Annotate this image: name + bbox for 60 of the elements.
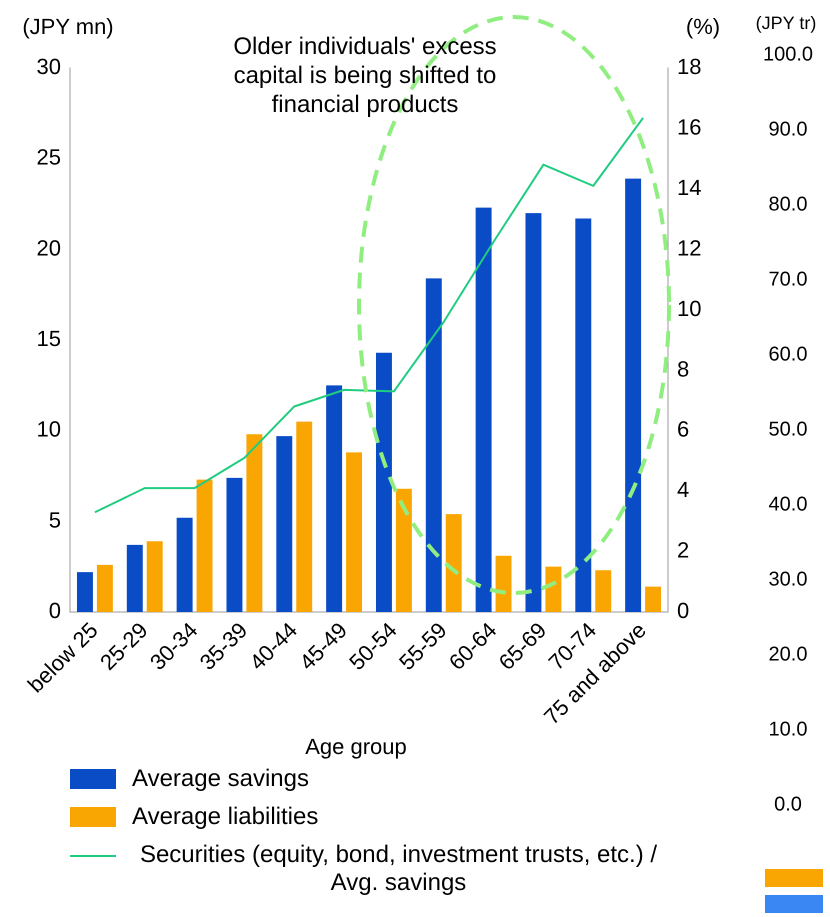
y-axis-title: (JPY mn) (22, 14, 114, 39)
bar (645, 586, 662, 612)
y2-tick-label: 10 (677, 296, 702, 321)
y3-tick-label: 0.0 (774, 794, 802, 816)
bar (446, 514, 462, 612)
y-tick-label: 10 (36, 416, 61, 442)
bar (146, 541, 163, 612)
y2-tick-label: 12 (677, 235, 702, 260)
bar (426, 278, 442, 612)
y3-tick-label: 70.0 (768, 268, 808, 291)
y-tick-label: 15 (36, 326, 61, 352)
y3-tick-label: 40.0 (768, 494, 808, 516)
bar (545, 566, 562, 612)
legend-label: Securities (equity, bond, investment trusts, etc.) / Avg. savings (138, 841, 658, 897)
y2-tick-label: 0 (677, 598, 690, 624)
y2-tick-label: 16 (677, 114, 702, 140)
y-tick-label: 0 (48, 598, 61, 624)
y-tick-label: 25 (36, 144, 61, 170)
y3-tick-label: 80.0 (768, 194, 808, 216)
y-tick-label: 5 (48, 507, 61, 532)
bar (346, 452, 362, 612)
bar (296, 422, 312, 612)
bar (595, 570, 612, 612)
y2-tick-label: 6 (677, 416, 690, 442)
y3-tick-label: 90.0 (768, 118, 808, 141)
bar (575, 218, 592, 612)
bar (476, 208, 492, 612)
y2-tick-label: 4 (677, 477, 690, 502)
annotation: Older individuals' excess capital is being shifted to financial products (232, 32, 498, 119)
bar (246, 434, 262, 612)
y3-tick-label: 30.0 (768, 568, 808, 591)
y3-tick-label: 100.0 (762, 44, 814, 66)
y-tick-label: 30 (36, 54, 61, 80)
y-tick-label: 20 (36, 235, 61, 260)
y2-tick-label: 2 (677, 538, 690, 563)
y3-tick-label: 60.0 (768, 344, 808, 366)
y3-tick-label: 10.0 (768, 718, 808, 741)
bar (276, 436, 292, 612)
y3-tick-label: 20.0 (768, 644, 808, 666)
bar (376, 352, 392, 612)
bar (326, 385, 342, 612)
y2-tick-label: 8 (677, 356, 690, 382)
bar (96, 564, 113, 612)
y3-axis-title: (JPY tr) (756, 12, 816, 33)
bar (176, 518, 193, 612)
bar (76, 572, 93, 612)
y2-axis-title: (%) (686, 14, 720, 39)
bar (396, 488, 412, 612)
bar (525, 213, 542, 612)
y2-tick-label: 14 (677, 174, 702, 200)
legend-label: Average savings (132, 765, 309, 793)
bar (226, 478, 242, 612)
y3-tick-label: 50.0 (768, 418, 808, 441)
x-axis-title: Age group (305, 734, 407, 759)
bar (625, 178, 642, 612)
legend-label: Average liabilities (132, 803, 318, 831)
y2-tick-label: 18 (677, 54, 702, 80)
bar (496, 556, 512, 612)
bar (126, 544, 143, 612)
bar (196, 480, 213, 612)
